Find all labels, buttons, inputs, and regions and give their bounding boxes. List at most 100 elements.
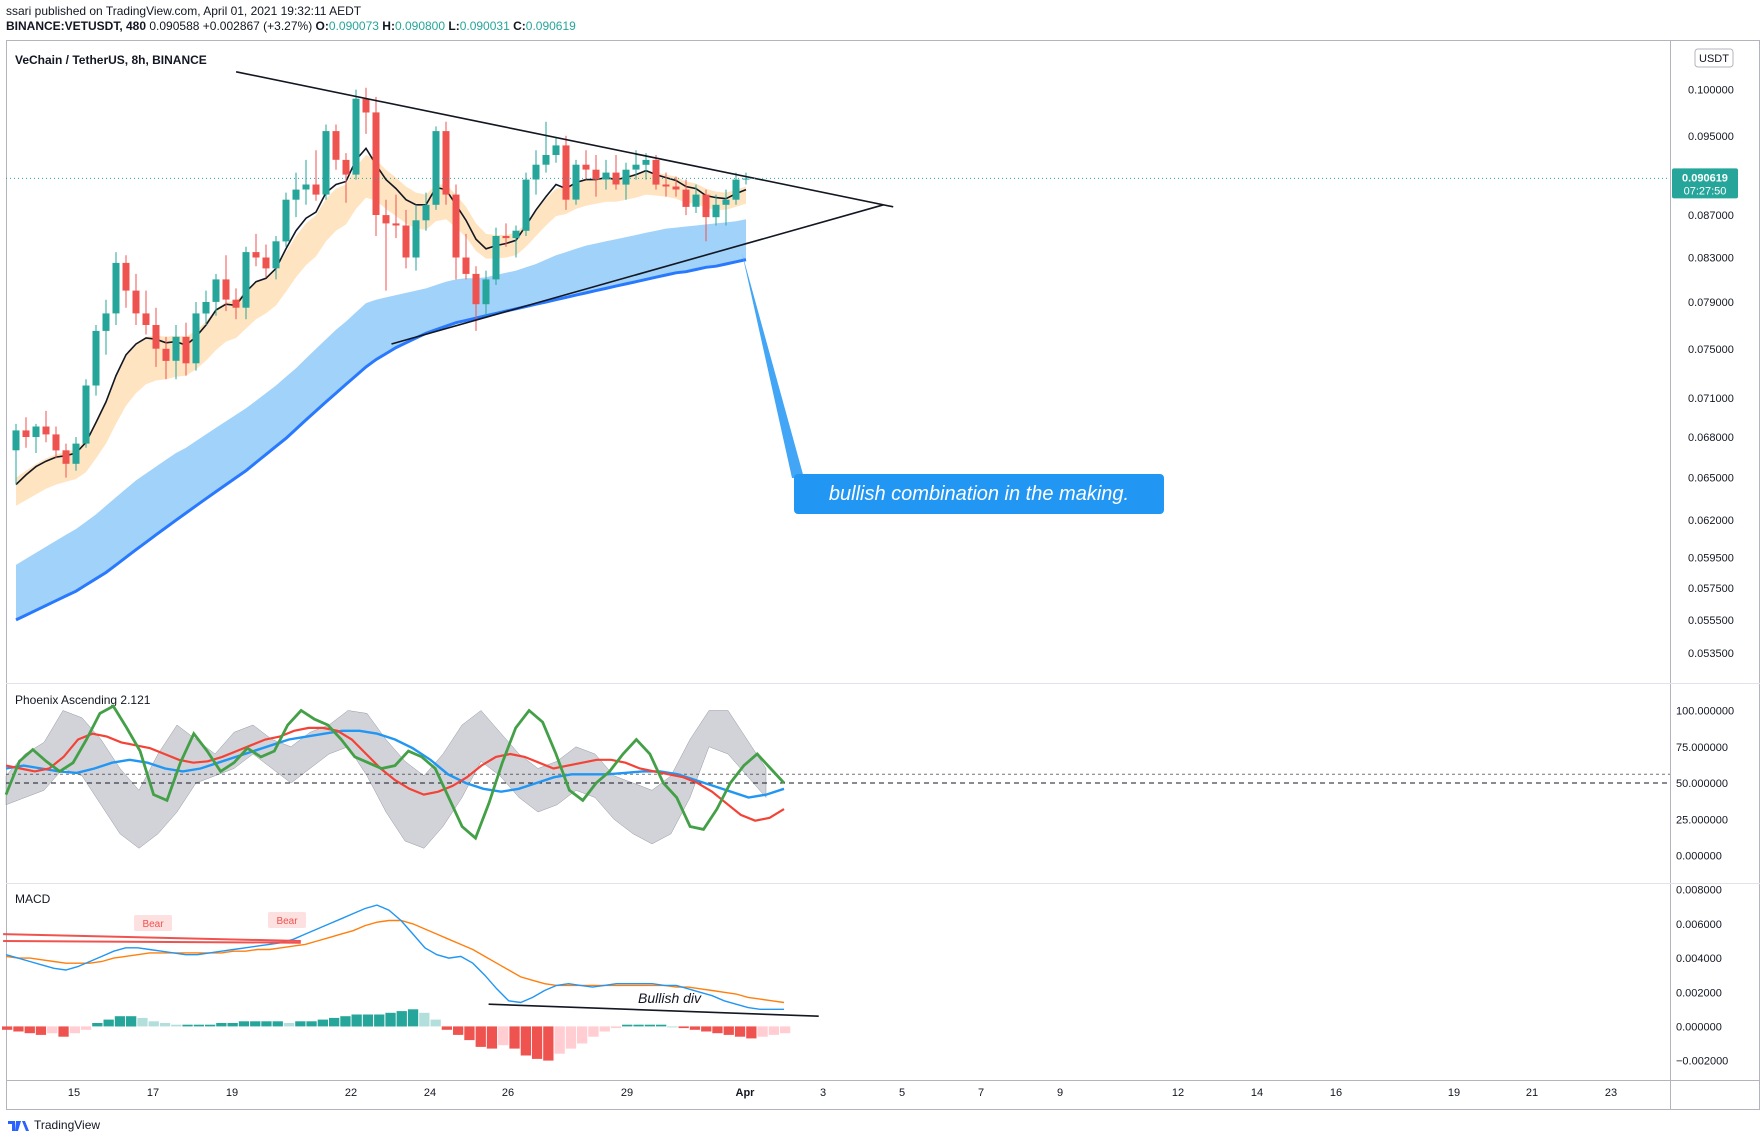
macd-histogram-bar bbox=[148, 1021, 159, 1027]
candle-body bbox=[312, 184, 320, 195]
tradingview-logo[interactable]: TradingView bbox=[8, 1118, 100, 1132]
phoenix-pane: Phoenix Ascending 2.121 100.000000 75.000… bbox=[4, 693, 1734, 863]
macd-histogram-bar bbox=[351, 1014, 362, 1027]
macd-histogram-bar bbox=[193, 1024, 204, 1027]
candle bbox=[442, 121, 450, 205]
price-tick-label: 0.057500 bbox=[1688, 583, 1734, 595]
candle-body bbox=[332, 131, 340, 160]
price-tick-label: 0.068000 bbox=[1688, 432, 1734, 444]
candle-body bbox=[462, 257, 470, 274]
macd-histogram-bar bbox=[182, 1024, 193, 1027]
phoenix-band bbox=[5, 710, 767, 849]
candle bbox=[432, 126, 440, 210]
candle-body bbox=[612, 172, 620, 185]
time-tick-label: 26 bbox=[502, 1087, 514, 1099]
bear-badge-1-box bbox=[134, 915, 172, 931]
candle bbox=[312, 150, 320, 201]
bear-badge-1: Bear bbox=[134, 915, 172, 931]
trendlines bbox=[6, 71, 1670, 345]
macd-signal-line bbox=[5, 919, 785, 1004]
macd-histogram-bar bbox=[757, 1026, 768, 1037]
price-tick-label: 0.059500 bbox=[1688, 552, 1734, 564]
macd-histogram-bar bbox=[261, 1021, 272, 1027]
chart-frame bbox=[6, 40, 1760, 1110]
trendline-lower bbox=[391, 204, 884, 345]
macd-histogram-bar bbox=[588, 1026, 599, 1037]
phoenix-green-line bbox=[4, 704, 786, 841]
last-price-tag-countdown: 07:27:50 bbox=[1684, 185, 1727, 197]
candle-body bbox=[282, 199, 290, 242]
price-tick-label: 0.083000 bbox=[1688, 253, 1734, 265]
close-value: 0.090619 bbox=[525, 19, 576, 33]
candle-body bbox=[722, 199, 730, 205]
candle-body bbox=[382, 215, 390, 224]
candle bbox=[72, 437, 80, 471]
candle-body bbox=[732, 179, 740, 200]
macd-axis: 0.008000 0.006000 0.004000 0.002000 0.000000… bbox=[1676, 885, 1728, 1068]
candle bbox=[652, 155, 660, 190]
macd-histogram-bar bbox=[712, 1026, 723, 1034]
tradingview-logo-icon bbox=[8, 1121, 29, 1131]
macd-histogram-bar bbox=[565, 1026, 577, 1049]
candle bbox=[632, 150, 640, 180]
macd-histogram-bar bbox=[159, 1023, 171, 1027]
macd-histogram-bar bbox=[238, 1021, 250, 1027]
candle-body bbox=[652, 159, 660, 185]
macd-histogram-bar bbox=[746, 1026, 757, 1039]
macd-histogram-bar bbox=[520, 1026, 531, 1056]
macd-histogram-bar bbox=[678, 1026, 689, 1029]
time-tick-label: 19 bbox=[1448, 1087, 1460, 1099]
time-tick-label: 21 bbox=[1526, 1087, 1538, 1099]
candle bbox=[22, 417, 30, 448]
candle bbox=[12, 423, 20, 485]
bear-badge-2: Bear bbox=[268, 912, 306, 928]
candle-body bbox=[512, 230, 520, 239]
time-tick-label: 19 bbox=[226, 1087, 238, 1099]
candle bbox=[32, 423, 40, 453]
candle-body bbox=[682, 189, 690, 207]
macd-pane-title: MACD bbox=[15, 892, 51, 906]
candle-body bbox=[422, 204, 430, 221]
callout-box bbox=[794, 474, 1164, 514]
macd-histogram-bar bbox=[599, 1026, 610, 1032]
macd-histogram-bar bbox=[509, 1026, 520, 1049]
macd-histogram-bar bbox=[734, 1026, 746, 1037]
macd-histogram-bar bbox=[47, 1026, 58, 1034]
candle bbox=[662, 172, 670, 197]
price-tick-label: 0.071000 bbox=[1688, 393, 1734, 405]
candle-body bbox=[552, 145, 560, 155]
candle bbox=[532, 150, 540, 195]
candle-body bbox=[72, 443, 80, 464]
candle bbox=[92, 325, 100, 396]
candle-body bbox=[32, 426, 40, 437]
time-tick-label: 16 bbox=[1330, 1087, 1342, 1099]
candle-body bbox=[522, 179, 530, 231]
candle-body bbox=[342, 159, 350, 175]
candle-body bbox=[472, 273, 480, 305]
candle-body bbox=[442, 131, 450, 195]
macd-histogram-bar bbox=[464, 1026, 475, 1041]
candle-body bbox=[392, 223, 400, 226]
price-tick-label: 0.055500 bbox=[1688, 615, 1734, 627]
candle bbox=[702, 189, 710, 242]
macd-histogram-bar bbox=[272, 1021, 283, 1027]
candle bbox=[412, 204, 420, 271]
macd-histogram-bar bbox=[554, 1026, 565, 1054]
macd-trendline bbox=[488, 1003, 819, 1017]
time-axis: 15 17 19 22 24 26 29 Apr 3 5 7 9 12 14 16 19 21 23 bbox=[68, 1087, 1617, 1099]
candle bbox=[712, 194, 720, 226]
bear-badge-2-box bbox=[268, 912, 306, 928]
candle-body bbox=[92, 330, 100, 386]
macd-histogram-bar bbox=[295, 1021, 306, 1027]
time-tick-label: Apr bbox=[736, 1087, 756, 1099]
open-label: O: bbox=[315, 19, 329, 33]
candle bbox=[262, 244, 270, 278]
candles bbox=[12, 87, 750, 485]
open-value: 0.090073 bbox=[328, 19, 379, 33]
candle-body bbox=[592, 169, 600, 180]
callout-pointer bbox=[742, 253, 804, 478]
candle bbox=[692, 184, 700, 213]
candle bbox=[152, 307, 160, 367]
macd-histogram-bar bbox=[701, 1026, 712, 1032]
